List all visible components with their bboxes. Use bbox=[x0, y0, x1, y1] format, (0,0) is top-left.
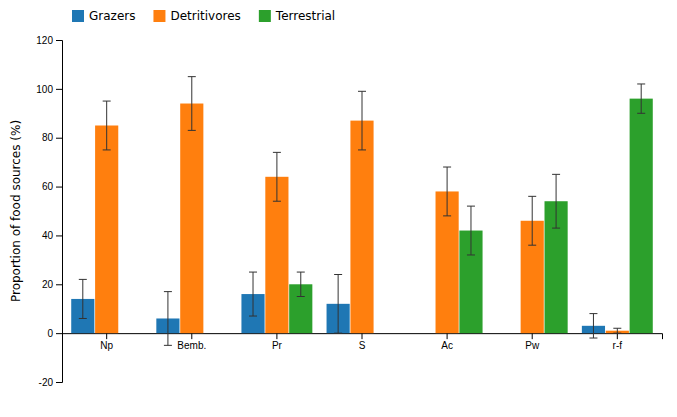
y-tick-label: 80 bbox=[42, 132, 54, 143]
y-tick: 20 bbox=[42, 279, 62, 290]
x-tick-label: Ac bbox=[441, 340, 453, 351]
y-tick-mark bbox=[56, 333, 62, 334]
legend-item: Terrestrial bbox=[259, 9, 335, 23]
x-tick: Bemb. bbox=[177, 333, 206, 351]
y-tick-label: -20 bbox=[39, 377, 54, 388]
y-tick-mark bbox=[56, 40, 62, 41]
error-bar bbox=[188, 77, 196, 131]
x-tick-label: Bemb. bbox=[177, 340, 206, 351]
error-bar bbox=[297, 272, 305, 296]
y-axis-line bbox=[56, 41, 63, 383]
y-tick: 100 bbox=[36, 84, 62, 95]
error-bar bbox=[249, 272, 257, 316]
error-bars bbox=[79, 272, 598, 345]
y-tick-mark bbox=[56, 235, 62, 236]
bar bbox=[119, 333, 142, 334]
x-axis-line bbox=[63, 334, 663, 340]
error-bars bbox=[297, 84, 645, 297]
x-tick-mark bbox=[617, 333, 618, 339]
legend-label: Terrestrial bbox=[275, 9, 335, 23]
bar bbox=[95, 126, 118, 334]
y-tick-mark bbox=[56, 284, 62, 285]
error-bar bbox=[552, 174, 560, 228]
bar bbox=[180, 104, 203, 334]
x-tick: Pw bbox=[525, 333, 540, 351]
y-tick-label: 0 bbox=[47, 328, 53, 339]
series bbox=[289, 99, 653, 334]
x-tick: Ac bbox=[441, 333, 453, 351]
y-tick-mark bbox=[56, 138, 62, 139]
x-tick-mark bbox=[447, 333, 448, 339]
error-bar bbox=[334, 275, 342, 334]
x-tick-mark bbox=[362, 333, 363, 339]
x-tick: r-f bbox=[613, 333, 623, 351]
bar bbox=[630, 99, 653, 334]
x-tick-label: Pr bbox=[272, 340, 283, 351]
error-bar bbox=[103, 101, 111, 150]
error-bar bbox=[589, 314, 597, 338]
y-tick: 60 bbox=[42, 181, 62, 192]
y-tick-label: 100 bbox=[36, 84, 53, 95]
x-tick-label: S bbox=[359, 340, 366, 351]
y-tick-mark bbox=[56, 89, 62, 90]
bar bbox=[497, 333, 520, 334]
y-tick-label: 60 bbox=[42, 181, 54, 192]
error-bar bbox=[164, 292, 172, 346]
x-tick-mark bbox=[191, 333, 192, 339]
x-tick-label: Pw bbox=[525, 340, 540, 351]
plot: -20 0 20 40 60 80 100 120 Np Bemb. Pr S Ac Pw r-f bbox=[36, 35, 662, 388]
x-tick-label: Np bbox=[100, 340, 113, 351]
bar bbox=[374, 333, 397, 334]
chart: -20 0 20 40 60 80 100 120 Np Bemb. Pr S Ac Pw r-f Propo… bbox=[0, 0, 677, 417]
y-tick-label: 120 bbox=[36, 35, 53, 46]
x-tick-mark bbox=[276, 333, 277, 339]
legend-swatch bbox=[259, 10, 271, 22]
x-axis: Np Bemb. Pr S Ac Pw r-f bbox=[63, 333, 663, 351]
y-tick-mark bbox=[56, 382, 62, 383]
legend-item: Detritivores bbox=[153, 9, 240, 23]
error-bar bbox=[613, 328, 621, 333]
error-bar bbox=[358, 91, 366, 150]
y-tick-mark bbox=[56, 187, 62, 188]
y-axis-title: Proportion of food sources (%) bbox=[9, 120, 23, 302]
marks bbox=[71, 77, 653, 346]
error-bar bbox=[443, 167, 451, 216]
bar bbox=[412, 333, 435, 334]
error-bar bbox=[467, 206, 475, 255]
bar bbox=[204, 333, 227, 334]
legend-label: Grazers bbox=[89, 9, 135, 23]
legend-item: Grazers bbox=[72, 9, 135, 23]
y-tick: 80 bbox=[42, 132, 62, 143]
x-tick: Pr bbox=[272, 333, 283, 351]
x-tick-mark bbox=[106, 333, 107, 339]
legend-label: Detritivores bbox=[170, 9, 240, 23]
legend-swatch bbox=[72, 10, 84, 22]
y-tick: 40 bbox=[42, 230, 62, 241]
y-tick: 0 bbox=[47, 328, 62, 339]
bar bbox=[350, 121, 373, 334]
y-tick: -20 bbox=[39, 377, 62, 388]
y-axis: -20 0 20 40 60 80 100 120 bbox=[36, 35, 62, 388]
y-tick-label: 20 bbox=[42, 279, 54, 290]
x-tick-mark bbox=[532, 333, 533, 339]
error-bars bbox=[103, 77, 622, 334]
x-tick: Np bbox=[100, 333, 113, 351]
y-tick: 120 bbox=[36, 35, 62, 46]
error-bar bbox=[637, 84, 645, 113]
error-bar bbox=[528, 196, 536, 245]
legend: Grazers Detritivores Terrestrial bbox=[72, 9, 335, 23]
x-tick-label: r-f bbox=[613, 340, 623, 351]
error-bar bbox=[273, 152, 281, 201]
y-tick-label: 40 bbox=[42, 230, 54, 241]
error-bar bbox=[79, 279, 87, 318]
x-tick: S bbox=[359, 333, 366, 351]
legend-swatch bbox=[153, 10, 165, 22]
